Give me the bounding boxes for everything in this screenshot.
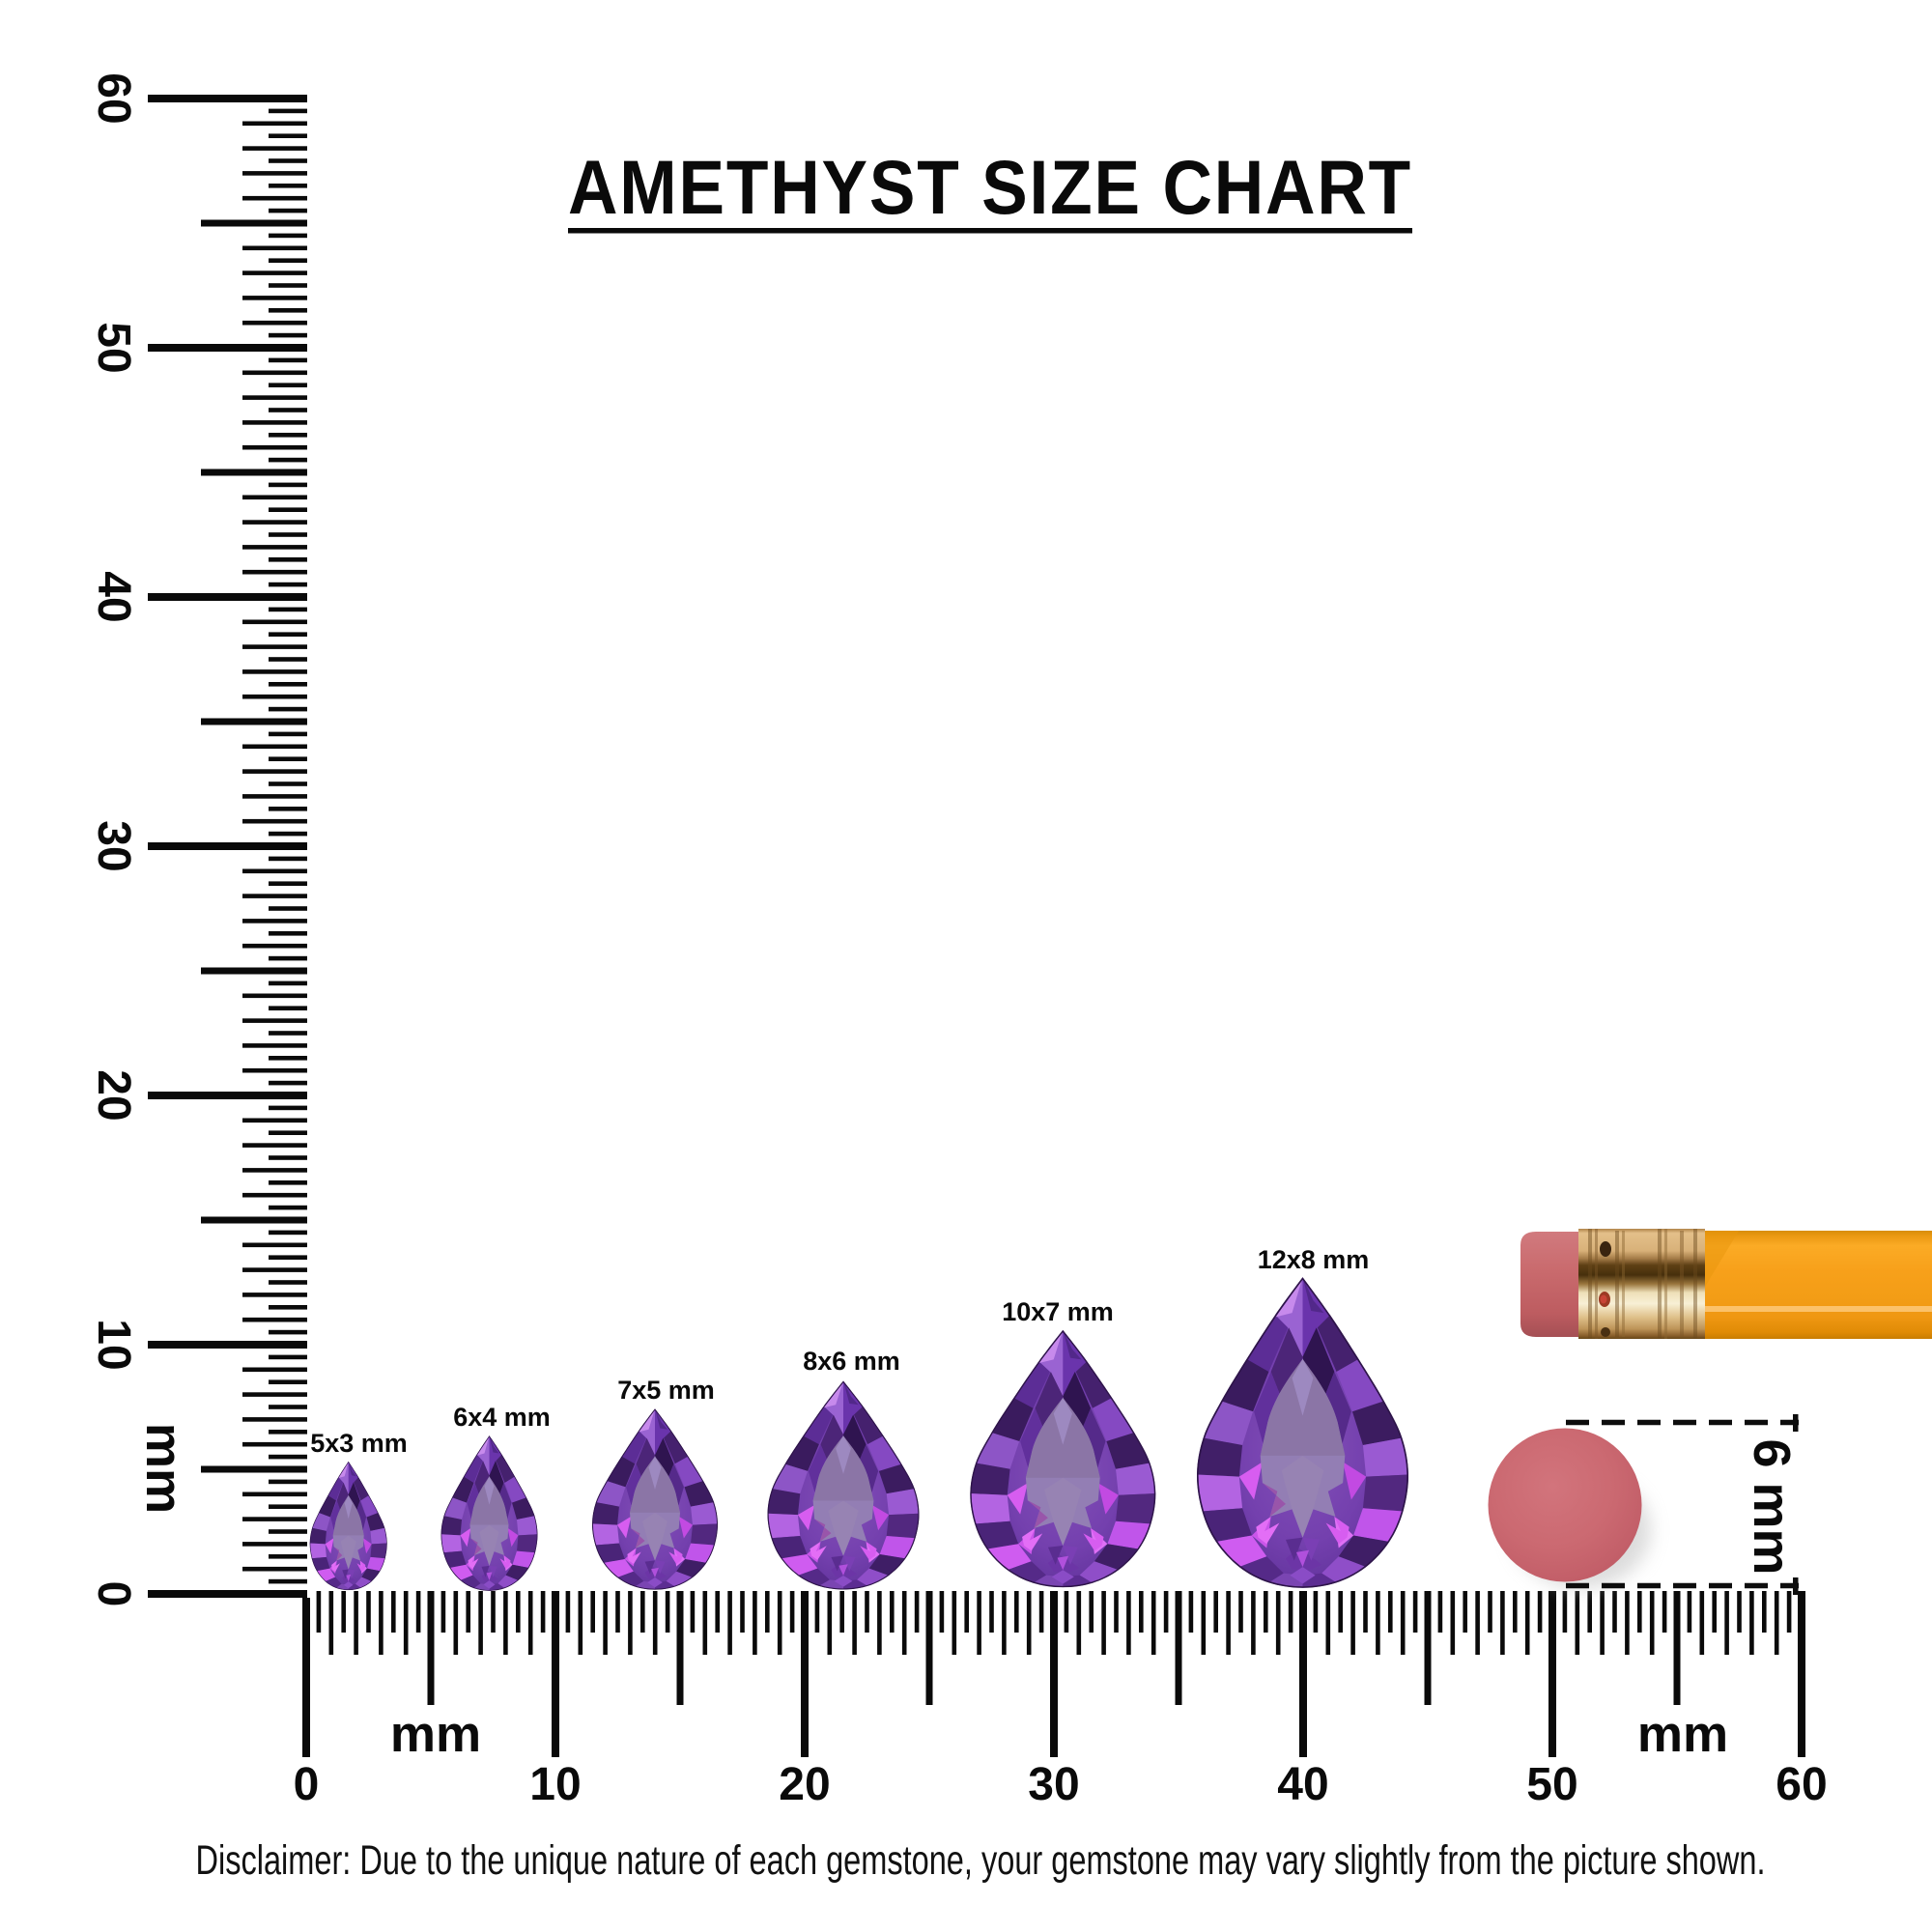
- svg-text:7x5 mm: 7x5 mm: [617, 1376, 715, 1405]
- svg-text:12x8 mm: 12x8 mm: [1258, 1245, 1370, 1274]
- svg-text:40: 40: [88, 571, 139, 622]
- svg-text:Disclaimer: Due to the unique: Disclaimer: Due to the unique nature of …: [196, 1837, 1766, 1884]
- svg-text:mm: mm: [390, 1706, 481, 1763]
- svg-text:10: 10: [529, 1759, 581, 1810]
- svg-text:0: 0: [88, 1581, 139, 1607]
- svg-text:6x4 mm: 6x4 mm: [453, 1403, 551, 1432]
- svg-text:10x7 mm: 10x7 mm: [1002, 1297, 1114, 1326]
- svg-text:30: 30: [1028, 1759, 1079, 1810]
- svg-text:5x3 mm: 5x3 mm: [310, 1429, 408, 1458]
- svg-text:30: 30: [88, 820, 139, 871]
- svg-text:60: 60: [1776, 1759, 1827, 1810]
- svg-text:mm: mm: [1637, 1706, 1728, 1763]
- svg-text:8x6 mm: 8x6 mm: [803, 1347, 900, 1376]
- svg-text:60: 60: [88, 72, 139, 124]
- svg-text:10: 10: [88, 1319, 139, 1370]
- svg-text:50: 50: [88, 322, 139, 373]
- svg-text:0: 0: [294, 1759, 320, 1810]
- svg-text:50: 50: [1526, 1759, 1577, 1810]
- svg-text:20: 20: [779, 1759, 830, 1810]
- svg-text:20: 20: [88, 1069, 139, 1121]
- svg-text:AMETHYST SIZE CHART: AMETHYST SIZE CHART: [568, 144, 1412, 230]
- svg-text:mm: mm: [135, 1423, 192, 1514]
- svg-text:40: 40: [1277, 1759, 1328, 1810]
- svg-text:6 mm: 6 mm: [1743, 1438, 1801, 1575]
